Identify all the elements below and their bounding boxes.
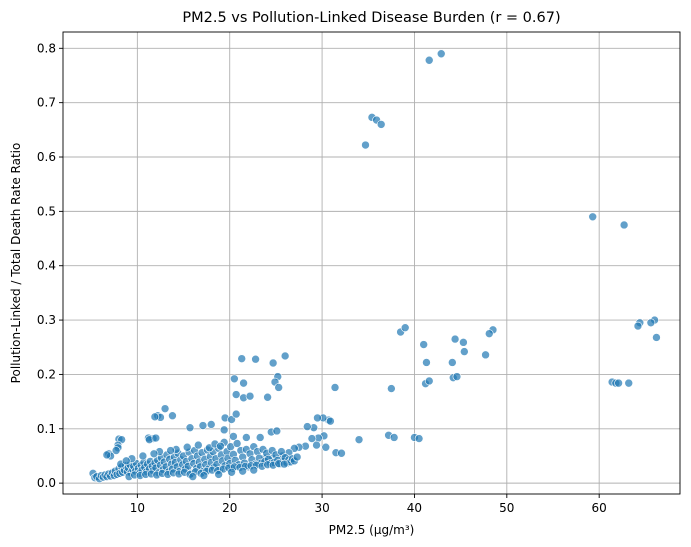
data-point [138, 451, 148, 461]
data-point [150, 412, 160, 422]
data-point [280, 351, 290, 361]
data-point [448, 358, 457, 367]
data-point [102, 450, 112, 460]
data-point [206, 420, 216, 429]
x-tick-label: 40 [407, 501, 422, 515]
data-point [321, 442, 331, 452]
x-axis-label: PM2.5 (µg/m³) [329, 523, 415, 537]
y-tick-label: 0.7 [37, 96, 56, 110]
data-point [624, 378, 634, 388]
data-point [194, 440, 203, 450]
data-point [185, 423, 195, 432]
y-tick-label: 0.3 [37, 313, 56, 327]
data-point [292, 452, 302, 462]
data-point [330, 383, 340, 392]
data-point [238, 466, 247, 476]
data-point [229, 432, 238, 441]
data-point [214, 470, 223, 479]
data-point [151, 433, 161, 443]
data-point [249, 465, 259, 475]
data-point [303, 422, 312, 431]
data-point [313, 413, 322, 423]
data-point [198, 421, 208, 430]
data-point [237, 354, 247, 363]
plot-frame [62, 31, 681, 495]
y-tick-label: 0.5 [37, 204, 56, 218]
data-point [230, 374, 239, 384]
data-point [263, 392, 272, 402]
data-point [424, 55, 434, 65]
data-point [239, 378, 248, 388]
data-point [149, 449, 159, 459]
data-point [387, 384, 396, 393]
data-point [251, 354, 260, 364]
data-point [227, 467, 236, 477]
data-point [245, 391, 255, 401]
x-tick-label: 20 [222, 501, 237, 515]
x-tick-label: 50 [499, 501, 514, 515]
data-point [361, 140, 370, 150]
data-point [160, 404, 170, 413]
x-tick-label: 60 [592, 501, 607, 515]
data-point [168, 411, 177, 421]
data-point [188, 472, 198, 481]
data-point [337, 448, 346, 458]
y-tick-label: 0.6 [37, 150, 56, 164]
data-point [452, 372, 462, 381]
data-point [424, 376, 434, 386]
data-point [121, 456, 131, 466]
data-point [227, 415, 236, 424]
data-point [307, 434, 317, 443]
data-point [419, 340, 428, 349]
data-point [633, 321, 643, 331]
data-point [242, 433, 251, 442]
data-point [272, 426, 282, 436]
data-point [216, 441, 225, 451]
y-tick-label: 0.4 [37, 259, 56, 273]
data-point [389, 433, 399, 442]
data-point [436, 49, 446, 59]
x-tick-label: 10 [130, 501, 145, 515]
data-point [459, 338, 468, 347]
data-point [231, 409, 241, 419]
data-point [312, 440, 321, 450]
data-point [219, 425, 229, 435]
data-point [166, 446, 175, 455]
data-point [400, 323, 410, 332]
data-point [588, 212, 598, 222]
data-point [450, 334, 460, 344]
data-point [484, 329, 494, 338]
points [88, 49, 661, 484]
chart-title: PM2.5 vs Pollution-Linked Disease Burden… [182, 10, 560, 26]
data-point [376, 120, 386, 129]
ticks: 10 20 30 40 50 60 0.0 0.1 0.2 0.3 0.4 0.5 0.6 0.7 0.8 [37, 41, 607, 515]
data-point [182, 442, 192, 452]
y-axis-label: Pollution-Linked / Total Death Rate Rati… [9, 143, 23, 384]
data-point [231, 390, 241, 399]
data-point [619, 220, 629, 230]
data-point [232, 439, 242, 448]
data-point [460, 347, 469, 356]
data-point [614, 378, 623, 388]
data-point [274, 383, 283, 392]
data-point [111, 446, 121, 455]
y-tick-label: 0.0 [37, 476, 56, 490]
data-point [268, 358, 278, 368]
y-tick-label: 0.1 [37, 422, 56, 436]
data-point [414, 434, 424, 443]
data-point [354, 435, 364, 444]
data-point [279, 459, 289, 469]
data-point [481, 350, 490, 360]
grid [63, 32, 680, 494]
data-point [326, 416, 335, 426]
data-point [646, 318, 656, 328]
data-point [199, 471, 209, 480]
y-tick-label: 0.8 [37, 41, 56, 55]
data-point [652, 333, 661, 342]
data-point [422, 358, 431, 367]
x-tick-label: 30 [314, 501, 329, 515]
data-point [255, 433, 265, 442]
y-tick-label: 0.2 [37, 367, 56, 381]
